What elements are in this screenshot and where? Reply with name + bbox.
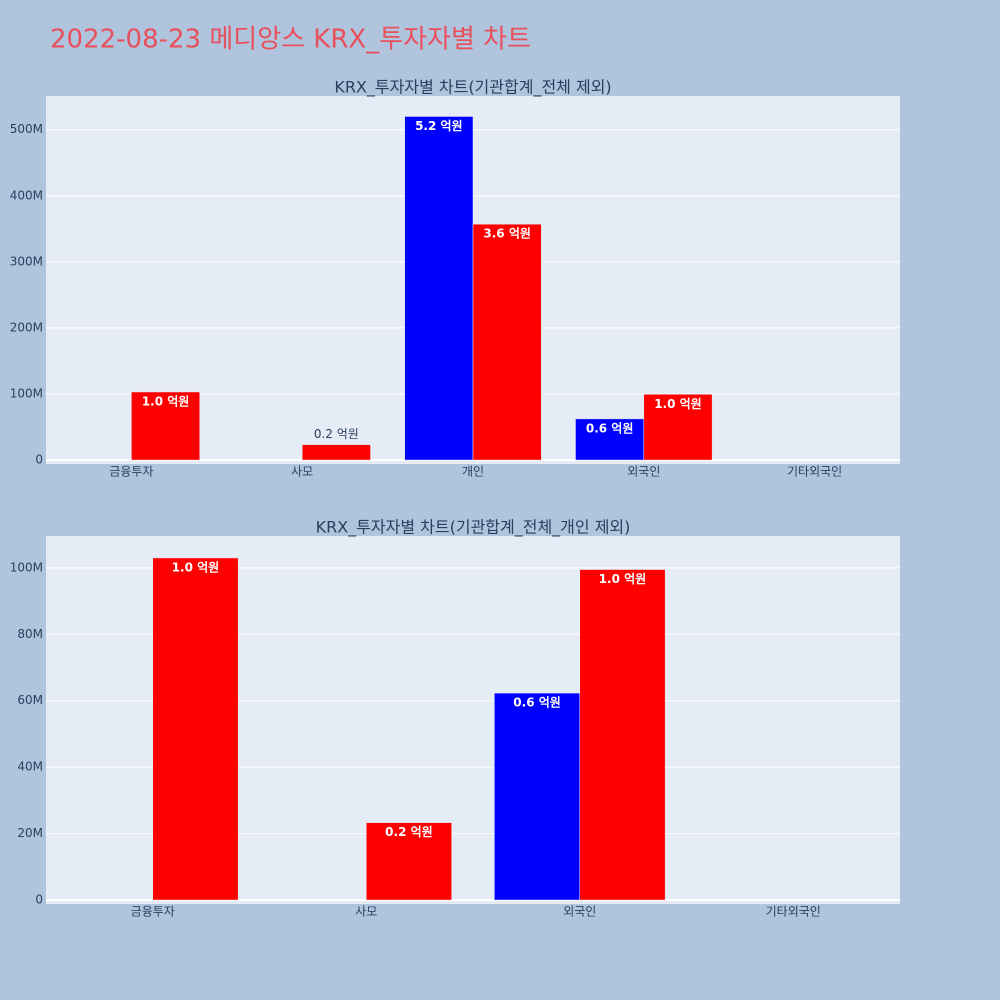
- data-label: 0.2 억원: [385, 825, 433, 839]
- x-tick-label: 기타외국인: [766, 905, 821, 919]
- bar: [472, 223, 542, 461]
- x-tick-label: 금융투자: [109, 465, 153, 479]
- page-title: 2022-08-23 메디앙스 KRX_투자자별 차트: [50, 25, 531, 55]
- bar: [643, 394, 713, 461]
- x-tick-label: 금융투자: [131, 905, 175, 919]
- x-tick-label: 외국인: [627, 465, 660, 479]
- y-tick-label: 40M: [17, 760, 43, 774]
- y-tick-label: 80M: [17, 627, 43, 641]
- bar: [301, 444, 371, 461]
- bar: [152, 557, 239, 901]
- data-label: 3.6 억원: [483, 227, 531, 241]
- y-tick-label: 200M: [10, 320, 43, 334]
- bar: [366, 822, 452, 901]
- data-label: 1.0 억원: [599, 572, 647, 586]
- y-tick-label: 0: [35, 453, 43, 467]
- chart-title: KRX_투자자별 차트(기관합계_전체 제외): [334, 78, 611, 98]
- data-label: 1.0 억원: [172, 560, 220, 574]
- bar: [575, 418, 645, 461]
- data-label: 0.6 억원: [586, 421, 634, 435]
- y-tick-label: 60M: [17, 693, 43, 707]
- data-label: 0.6 억원: [513, 696, 561, 710]
- data-label: 0.2 억원: [314, 427, 359, 441]
- y-tick-label: 100M: [10, 560, 43, 574]
- y-tick-label: 400M: [10, 188, 43, 202]
- data-label: 1.0 억원: [654, 397, 702, 411]
- bar: [131, 391, 200, 461]
- x-tick-label: 사모: [355, 905, 377, 919]
- bar: [404, 116, 474, 461]
- x-tick-label: 개인: [462, 465, 484, 479]
- x-tick-label: 사모: [291, 465, 313, 479]
- y-tick-label: 100M: [10, 386, 43, 400]
- y-tick-label: 500M: [10, 122, 43, 136]
- data-label: 1.0 억원: [142, 394, 190, 408]
- y-tick-label: 300M: [10, 254, 43, 268]
- x-tick-label: 기타외국인: [787, 465, 842, 479]
- bar: [579, 569, 666, 901]
- data-label: 5.2 억원: [415, 119, 463, 133]
- chart-title: KRX_투자자별 차트(기관합계_전체_개인 제외): [316, 518, 631, 538]
- y-tick-label: 20M: [17, 826, 43, 840]
- x-tick-label: 외국인: [563, 905, 596, 919]
- bar: [494, 692, 581, 901]
- y-tick-label: 0: [35, 893, 43, 907]
